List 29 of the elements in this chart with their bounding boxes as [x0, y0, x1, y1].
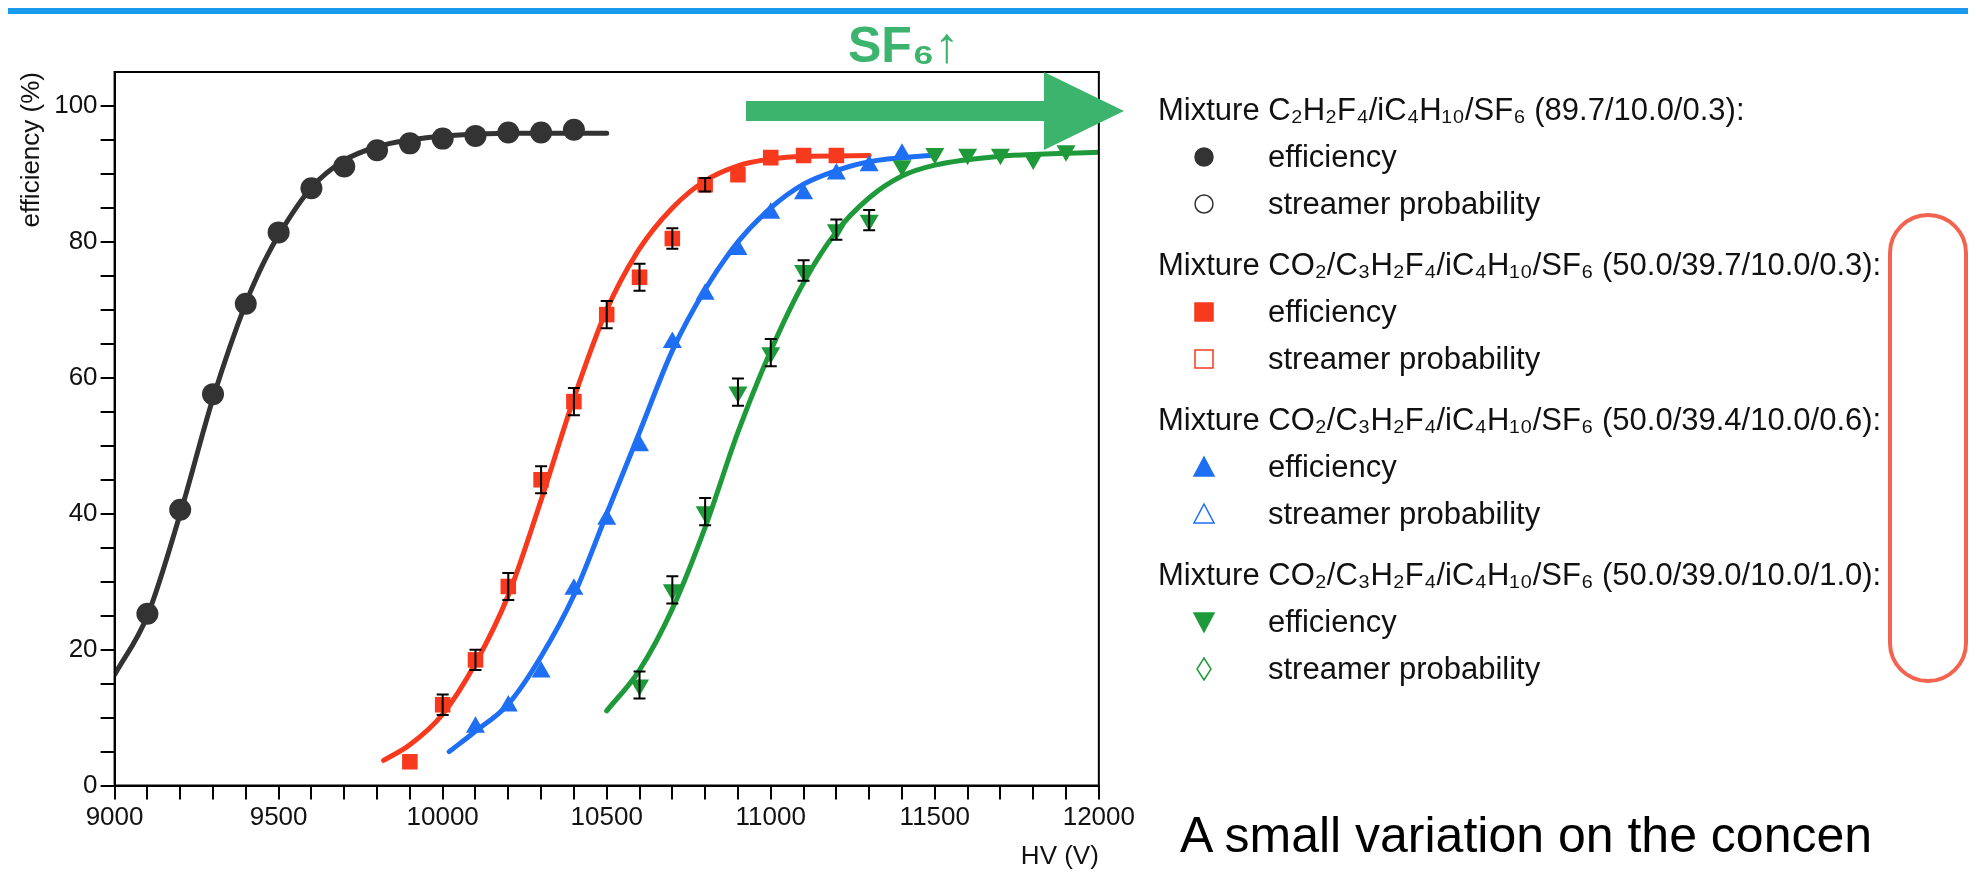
x-tick-label: 10500 — [570, 801, 643, 832]
x-tick-label: 11500 — [899, 801, 970, 832]
text: Mixture CO₂/C₃H₂F₄/iC₄H₁₀/SF₆ (50.0/39.0/10.0/1.0): — [1158, 556, 1882, 594]
y-tick-label: 60 — [68, 361, 98, 391]
text: Mixture CO₂/C₃H₂F₄/iC₄H₁₀/SF₆ (50.0/39.4/10.0/0.6): — [1158, 401, 1882, 439]
text: Mixture C₂H₂F₄/iC₄H₁₀/SF₆ (89.7/10.0/0.3): — [1158, 91, 1746, 129]
legend-label: efficiency — [1268, 138, 1397, 176]
y-axis-title: efficiency (%) — [14, 72, 45, 228]
text: A small variation on the concen — [1180, 806, 1873, 864]
legend-label: streamer probability — [1268, 650, 1541, 688]
x-tick-label: 11000 — [735, 801, 806, 832]
legend-label: streamer probability — [1268, 340, 1541, 378]
legend-label: efficiency — [1268, 448, 1397, 486]
y-tick-label: 100 — [54, 89, 98, 120]
legend-label: streamer probability — [1268, 495, 1541, 533]
x-tick-label: 12000 — [1062, 801, 1136, 832]
y-tick-label: 20 — [68, 632, 98, 663]
y-tick-label: 80 — [68, 225, 98, 256]
legend-label: streamer probability — [1268, 185, 1541, 223]
annotation: SF₆↑ — [848, 16, 960, 74]
x-axis-title: HV (V) — [1020, 839, 1099, 870]
y-tick-label: 0 — [83, 768, 98, 799]
legend-label: efficiency — [1268, 603, 1397, 641]
x-tick-label: 10000 — [406, 801, 479, 832]
legend-label: efficiency — [1268, 293, 1397, 331]
y-tick-label: 40 — [68, 496, 98, 527]
text: Mixture CO₂/C₃H₂F₄/iC₄H₁₀/SF₆ (50.0/39.7/10.0/0.3): — [1158, 246, 1882, 284]
x-tick-label: 9000 — [85, 801, 144, 832]
x-tick-label: 9500 — [249, 801, 308, 832]
